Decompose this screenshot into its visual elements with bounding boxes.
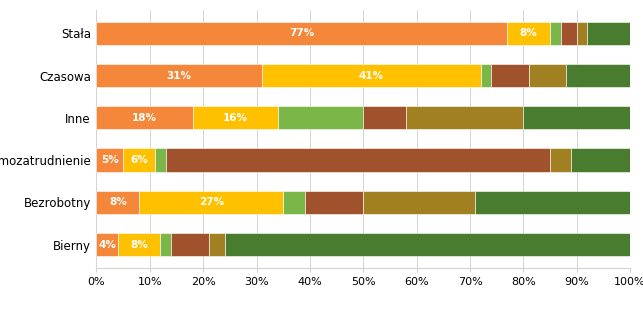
Bar	[523, 106, 630, 129]
Text: 8%: 8%	[109, 198, 127, 207]
Bar	[561, 22, 577, 45]
Bar	[96, 64, 262, 87]
Bar	[139, 191, 283, 214]
Bar	[577, 22, 588, 45]
Bar	[566, 64, 630, 87]
Bar	[123, 148, 155, 172]
Bar	[208, 233, 224, 256]
Text: 16%: 16%	[222, 113, 248, 123]
Text: 27%: 27%	[199, 198, 224, 207]
Bar	[475, 191, 630, 214]
Bar	[572, 148, 630, 172]
Bar	[588, 22, 630, 45]
Bar	[96, 148, 123, 172]
Bar	[278, 106, 363, 129]
Bar	[155, 148, 166, 172]
Bar	[96, 191, 139, 214]
Text: 5%: 5%	[101, 155, 119, 165]
Text: 6%: 6%	[131, 155, 148, 165]
Bar	[166, 148, 550, 172]
Text: 8%: 8%	[131, 240, 148, 250]
Bar	[283, 191, 305, 214]
Bar	[192, 106, 278, 129]
Bar	[363, 106, 406, 129]
Bar	[118, 233, 161, 256]
Bar	[96, 22, 507, 45]
Bar	[161, 233, 171, 256]
Bar	[550, 22, 561, 45]
Bar	[481, 64, 491, 87]
Text: 31%: 31%	[167, 71, 192, 80]
Text: 18%: 18%	[132, 113, 157, 123]
Text: 8%: 8%	[520, 28, 538, 38]
Text: 77%: 77%	[289, 28, 314, 38]
Bar	[491, 64, 529, 87]
Bar	[96, 233, 118, 256]
Text: 4%: 4%	[98, 240, 116, 250]
Bar	[406, 106, 523, 129]
Bar	[363, 191, 475, 214]
Bar	[305, 191, 363, 214]
Bar	[550, 148, 572, 172]
Bar	[171, 233, 208, 256]
Bar	[529, 64, 566, 87]
Bar	[224, 233, 630, 256]
Bar	[262, 64, 481, 87]
Bar	[507, 22, 550, 45]
Bar	[96, 106, 192, 129]
Text: 41%: 41%	[359, 71, 384, 80]
